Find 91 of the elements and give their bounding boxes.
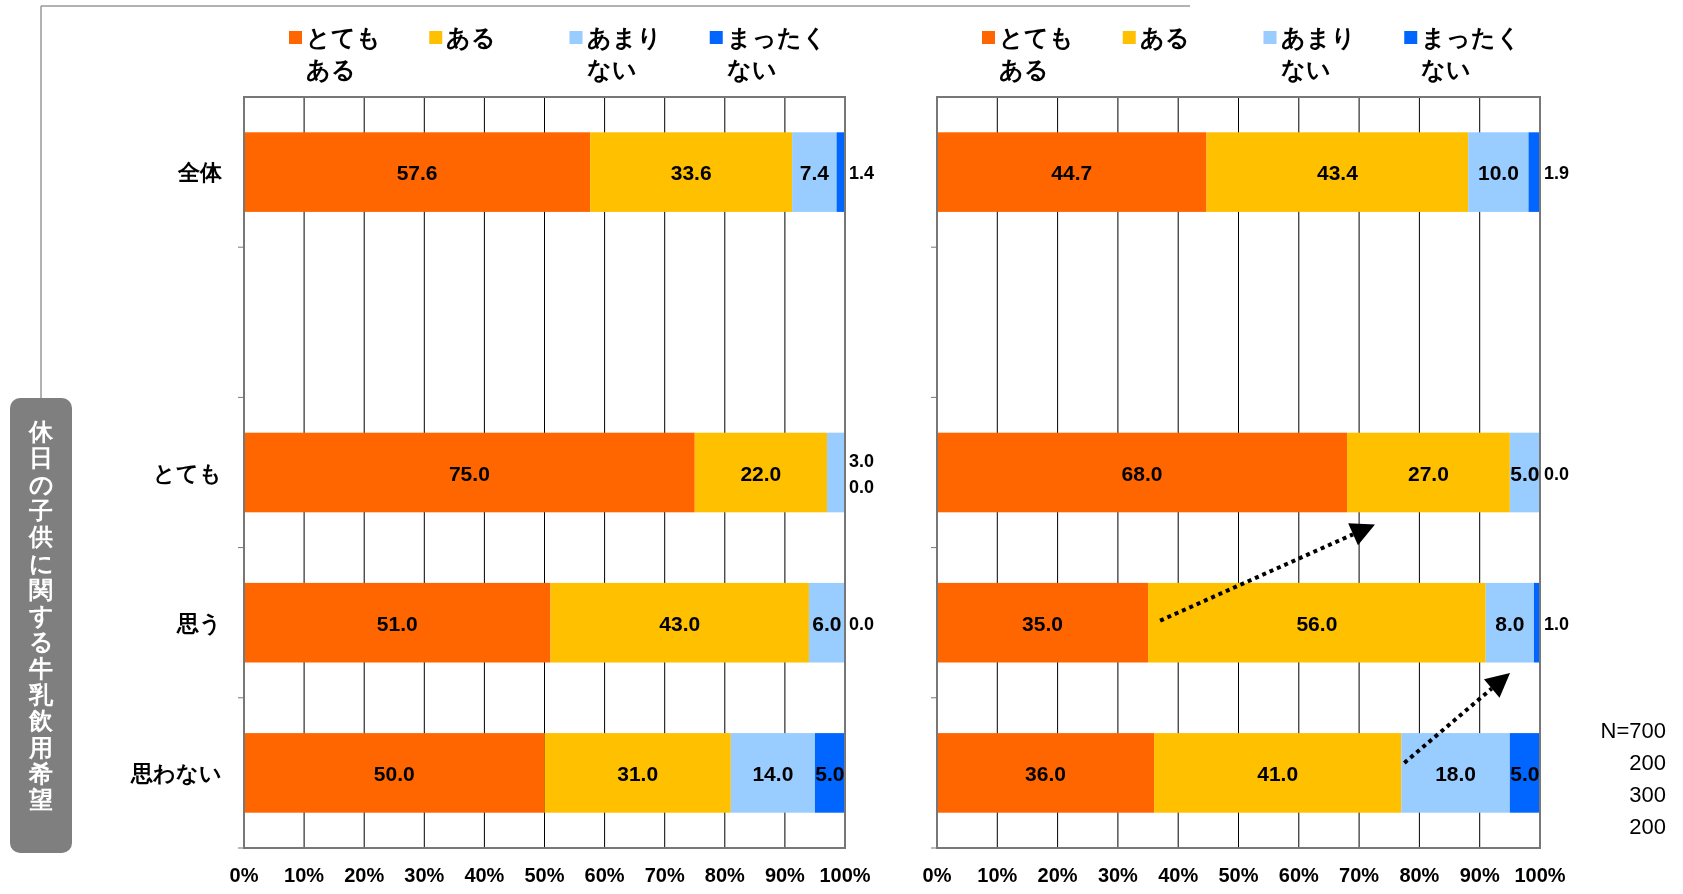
x-tick-label: 20%	[1037, 864, 1078, 886]
bar	[244, 432, 695, 513]
x-tick-label: 40%	[464, 864, 505, 886]
text: 200	[1629, 750, 1666, 775]
bar	[244, 582, 551, 663]
x-tick-label: 100%	[819, 864, 871, 886]
text: N=700	[1600, 718, 1666, 743]
data-label: 43.0	[659, 611, 701, 635]
data-label: 1.4	[849, 163, 875, 184]
bar	[937, 432, 1348, 513]
data-label: 10.0	[1477, 161, 1519, 185]
data-label: 41.0	[1257, 761, 1299, 785]
legend-label: まったくない	[726, 24, 827, 83]
bar	[937, 582, 1149, 663]
bar	[544, 733, 731, 813]
data-label: 36.0	[1025, 761, 1066, 785]
bar	[550, 582, 809, 663]
data-label: 50.0	[373, 761, 415, 785]
data-label: 5.0	[1510, 461, 1540, 485]
data-label: 51.0	[376, 611, 418, 635]
y-tick-label: 思う	[176, 610, 222, 636]
legend-label: あまりない	[1280, 24, 1356, 83]
legend-label: とてもある	[999, 24, 1074, 83]
legend-label: あまりない	[586, 24, 662, 83]
y-tick-label: 全体	[177, 160, 223, 186]
data-label: 56.0	[1296, 611, 1338, 635]
data-label: 8.0	[1495, 611, 1525, 635]
x-tick-label: 80%	[1399, 864, 1440, 886]
x-tick-label: 50%	[524, 864, 565, 886]
bar	[1206, 132, 1469, 212]
x-tick-label: 50%	[1218, 864, 1259, 886]
data-label: 3.0	[849, 450, 875, 471]
x-tick-label: 60%	[1278, 864, 1320, 886]
x-tick-label: 100%	[1514, 864, 1566, 886]
data-label: 22.0	[740, 461, 782, 485]
data-label: 31.0	[617, 761, 659, 785]
data-label: 43.4	[1316, 161, 1359, 185]
bar	[590, 132, 793, 212]
x-tick-label: 30%	[404, 864, 445, 886]
x-tick-label: 70%	[644, 864, 685, 886]
x-tick-label: 90%	[1459, 864, 1500, 886]
data-label: 27.0	[1408, 461, 1449, 485]
legend-label: ある	[446, 24, 497, 51]
bar	[792, 132, 837, 212]
x-tick-label: 0%	[922, 864, 952, 886]
data-label: 44.7	[1051, 161, 1093, 185]
text: 200	[1629, 814, 1666, 839]
x-tick-label: 90%	[764, 864, 806, 886]
x-tick-label: 60%	[584, 864, 625, 886]
data-label: 1.9	[1544, 163, 1570, 184]
x-tick-label: 30%	[1097, 864, 1139, 886]
data-label: 35.0	[1022, 611, 1063, 635]
bar	[244, 733, 545, 813]
bar	[937, 733, 1155, 813]
bar	[826, 432, 845, 513]
x-tick-label: 70%	[1339, 864, 1380, 886]
bar	[730, 733, 815, 813]
bar	[937, 132, 1207, 212]
text: 300	[1629, 782, 1666, 807]
text: 休日の子供に関する牛乳飲用希望	[28, 418, 54, 814]
data-label: 5.0	[1510, 761, 1540, 785]
data-label: 33.6	[670, 161, 712, 185]
x-tick-label: 40%	[1158, 864, 1199, 886]
bar	[1485, 582, 1534, 663]
x-tick-label: 20%	[344, 864, 385, 886]
data-label: 1.0	[1544, 613, 1570, 634]
data-label: 57.6	[396, 161, 438, 185]
data-label: 0.0	[849, 476, 875, 497]
data-label: 14.0	[752, 761, 794, 785]
bar	[244, 132, 591, 212]
legend-label: とてもある	[306, 24, 381, 83]
data-label: 0.0	[849, 613, 875, 634]
x-tick-label: 10%	[284, 864, 325, 886]
x-tick-label: 80%	[704, 864, 746, 886]
bar	[1347, 432, 1510, 513]
legend-label: まったくない	[1421, 24, 1522, 83]
y-tick-label: 思わない	[130, 760, 222, 786]
bar	[694, 432, 827, 513]
data-label: 0.0	[1544, 463, 1570, 484]
bar	[1468, 132, 1529, 212]
x-tick-label: 10%	[977, 864, 1018, 886]
y-tick-label: とても	[153, 460, 222, 486]
legend-label: ある	[1139, 24, 1190, 51]
data-label: 75.0	[448, 461, 490, 485]
bar	[1154, 733, 1402, 813]
data-label: 68.0	[1121, 461, 1163, 485]
data-label: 7.4	[799, 161, 830, 185]
data-label: 6.0	[812, 611, 842, 635]
x-tick-label: 0%	[229, 864, 259, 886]
data-label: 18.0	[1435, 761, 1477, 785]
data-label: 5.0	[815, 761, 845, 785]
